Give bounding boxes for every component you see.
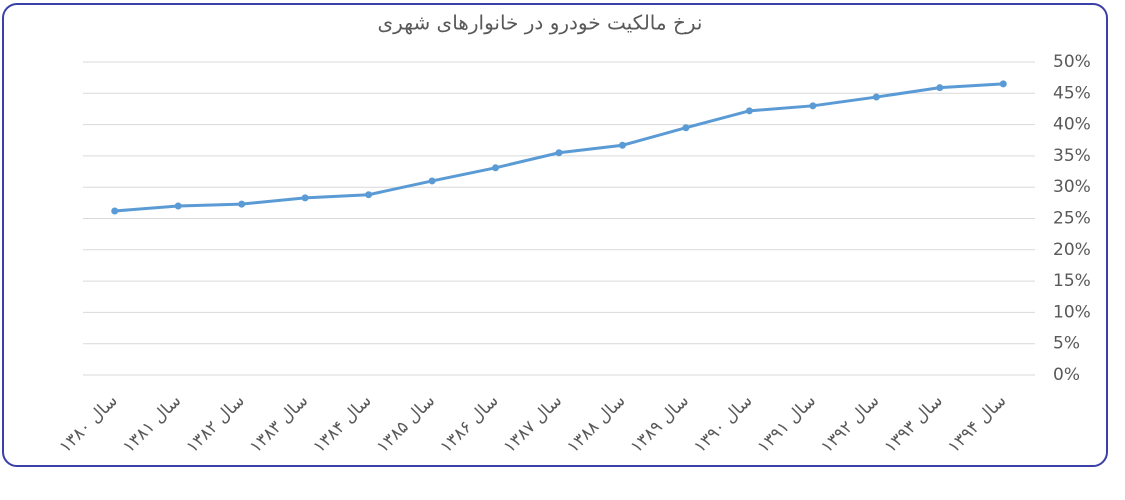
data-point bbox=[745, 107, 753, 115]
data-point bbox=[492, 164, 500, 172]
data-point bbox=[301, 194, 309, 202]
data-point bbox=[618, 141, 626, 149]
chart-title: نرخ مالکیت خودرو در خانوارهای شهری bbox=[378, 11, 703, 35]
y-tick-label: 0% bbox=[1053, 365, 1080, 385]
data-point bbox=[682, 124, 690, 132]
y-tick-label: 15% bbox=[1053, 271, 1091, 291]
y-tick-label: 20% bbox=[1053, 240, 1091, 260]
y-tick-label: 45% bbox=[1053, 83, 1091, 103]
y-tick-label: 50% bbox=[1053, 52, 1091, 72]
chart-frame bbox=[2, 3, 1108, 467]
y-tick-label: 40% bbox=[1053, 115, 1091, 135]
y-tick-label: 30% bbox=[1053, 177, 1091, 197]
data-point bbox=[872, 93, 880, 101]
data-point bbox=[999, 80, 1007, 88]
data-point bbox=[111, 207, 119, 215]
data-point bbox=[174, 202, 182, 210]
data-point bbox=[238, 200, 246, 208]
y-tick-label: 25% bbox=[1053, 209, 1091, 229]
data-point bbox=[555, 149, 563, 157]
data-point bbox=[809, 102, 817, 110]
y-tick-label: 35% bbox=[1053, 146, 1091, 166]
data-point bbox=[365, 191, 373, 199]
data-point bbox=[936, 84, 944, 92]
data-point bbox=[428, 177, 436, 185]
y-tick-label: 10% bbox=[1053, 302, 1091, 322]
y-tick-label: 5% bbox=[1053, 334, 1080, 354]
